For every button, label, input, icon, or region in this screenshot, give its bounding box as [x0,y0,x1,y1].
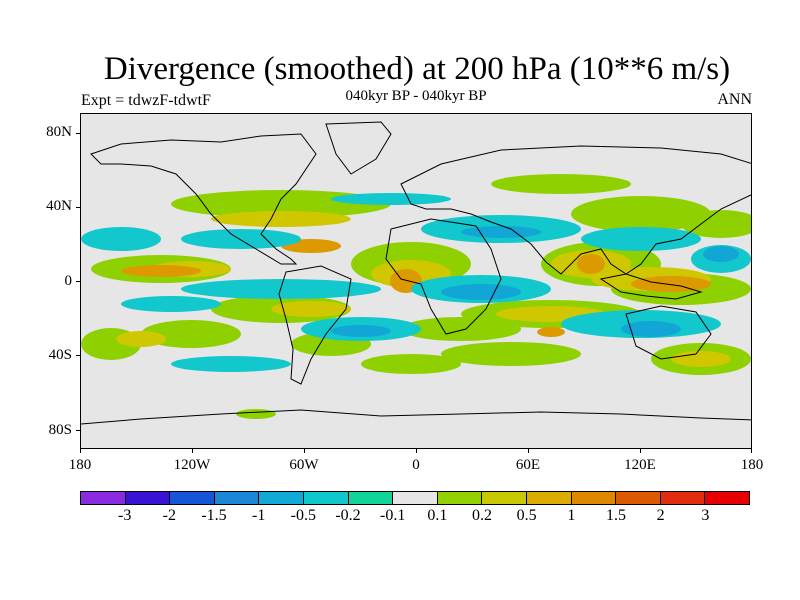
lat-label-40n: 40N [46,198,72,214]
colorbar [80,491,750,505]
field-darkblue-cores [331,226,739,337]
colorbar-swatch [214,492,260,504]
lon-tick [304,449,305,453]
colorbar-swatch [348,492,394,504]
colorbar-swatch [125,492,171,504]
lon-tick [528,449,529,453]
north-america-outline [90,133,317,265]
colorbar-swatch [526,492,572,504]
africa-outline [385,218,502,335]
colorbar-swatch [660,492,706,504]
colorbar-swatch [616,492,661,504]
lat-tick [76,207,80,208]
colorbar-label: -1 [251,507,266,524]
maritime-continent-outline [599,273,703,300]
plot-subtitle: 040kyr BP - 040kyr BP [345,88,487,104]
colorbar-label: -3 [117,507,132,524]
colorbar-label: -0.1 [379,507,406,524]
lat-tick [76,281,80,282]
lon-tick [640,449,641,453]
antarctica-outline [81,409,751,425]
lat-tick [76,133,80,134]
lon-label-60e: 60E [515,457,541,473]
colorbar-swatch [259,492,304,504]
lat-tick [76,355,80,356]
colorbar-label: 1.5 [606,507,626,524]
lon-label-120w: 120W [173,457,211,473]
lat-label-80n: 80N [46,124,72,140]
lon-label-120e: 120E [624,457,656,473]
colorbar-swatch [303,492,349,504]
lon-label-60w: 60W [289,457,319,473]
colorbar-swatch [482,492,527,504]
colorbar-label: -2 [162,507,176,524]
south-america-outline [278,265,352,385]
lat-label-eq: 0 [64,273,73,289]
colorbar-label: 2 [656,507,665,524]
colorbar-label: 0.1 [427,507,448,524]
colorbar-label: -1.5 [201,507,227,524]
continent-outlines [81,121,751,425]
divergence-map [80,113,752,449]
plot-title: Divergence (smoothed) at 200 hPa (10**6 … [103,51,731,87]
lon-label-180e: 180 [740,457,764,473]
experiment-label: Expt = tdwzF-tdwtF [81,92,211,109]
lat-label-40s: 40S [48,347,72,363]
colorbar-label: 0.2 [472,507,492,524]
colorbar-label: 1 [567,507,576,524]
australia-outline [625,305,712,360]
lat-tick [76,430,80,431]
lon-tick [192,449,193,453]
lon-label-0: 0 [412,457,420,473]
colorbar-label: -0.5 [290,507,316,524]
colorbar-label: 3 [701,507,710,524]
lon-tick [80,449,81,453]
lon-label-180w: 180 [68,457,92,473]
lon-tick [751,449,752,453]
colorbar-swatch [81,492,126,504]
colorbar-label: 0.5 [516,507,537,524]
colorbar-swatch [705,492,749,504]
colorbar-swatch [170,492,215,504]
greenland-outline [325,121,392,175]
season-label: ANN [717,91,752,108]
lat-label-80s: 80S [48,422,72,438]
colorbar-swatch [571,492,617,504]
colorbar-label: -0.2 [335,507,361,524]
colorbar-swatch [393,492,438,504]
colorbar-swatch [437,492,483,504]
lon-tick [416,449,417,453]
